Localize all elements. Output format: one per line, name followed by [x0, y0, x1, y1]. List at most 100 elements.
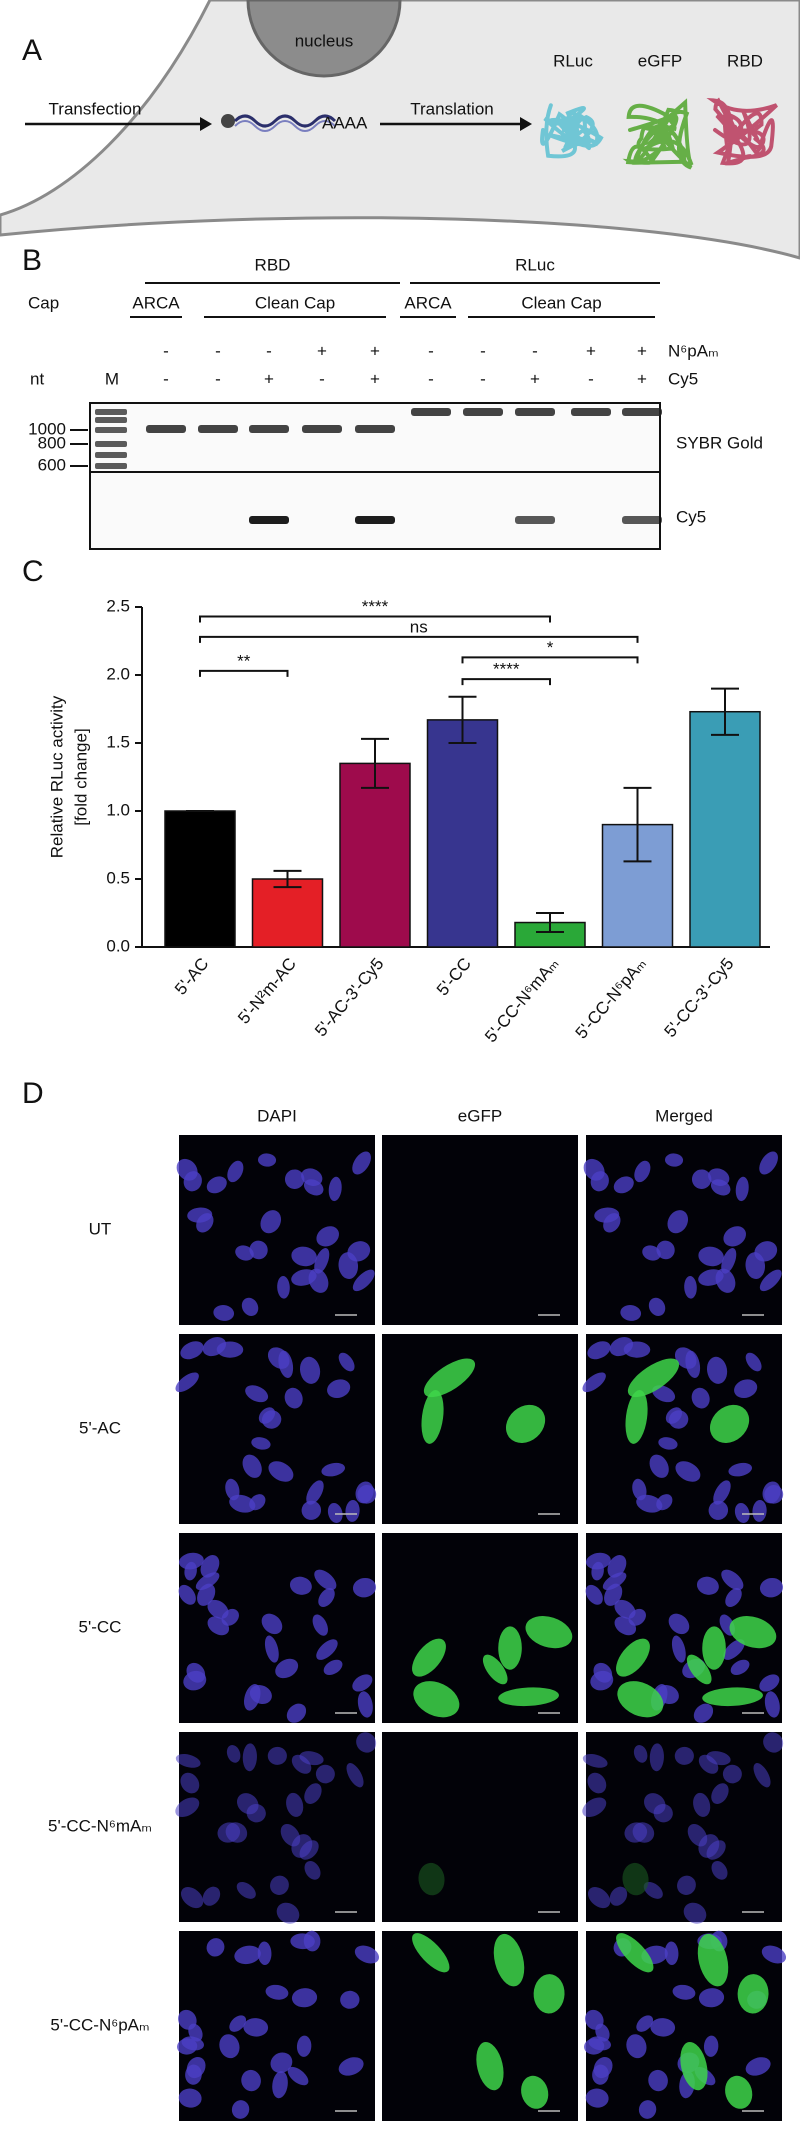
- gel-band: [95, 452, 127, 458]
- gfp-signal: [702, 1687, 763, 1707]
- nucleus-stain: [241, 1297, 259, 1316]
- nucleus-stain: [352, 1577, 377, 1598]
- nucleus-stain: [620, 1305, 642, 1321]
- x-tick-label: 5'-N²m-AC: [234, 954, 300, 1027]
- nucleus-stain: [633, 1744, 648, 1763]
- nucleus-stain: [723, 1226, 747, 1247]
- gel-band: [411, 408, 451, 416]
- nucleus-stain: [352, 1269, 375, 1292]
- gfp-signal: [617, 1681, 664, 1718]
- lane-sign: -: [480, 341, 486, 360]
- nucleus-stain: [649, 1454, 669, 1478]
- cap-symbol: [221, 114, 235, 128]
- nucleus-stain: [674, 1746, 694, 1765]
- nucleus-stain: [585, 1584, 603, 1605]
- lane-sign: -: [215, 369, 221, 388]
- lane-sign: -: [163, 341, 169, 360]
- nucleus-stain: [745, 1352, 762, 1372]
- nucleus-stain: [643, 1881, 663, 1899]
- stain-label: SYBR Gold: [676, 433, 763, 452]
- polya-label: AAAA: [322, 113, 368, 132]
- cell: [0, 0, 800, 260]
- gfp-signal: [498, 1626, 522, 1670]
- nucleus-stain: [587, 1772, 607, 1794]
- nucleus-stain: [759, 1151, 778, 1175]
- nucleus-stain: [668, 1410, 689, 1429]
- mrna: [234, 120, 336, 132]
- nucleus-stain: [721, 1569, 744, 1591]
- condition-label: 5'-CC-N⁶pAₘ: [50, 2015, 149, 2034]
- ladder-label: 1000: [28, 419, 66, 438]
- y-axis-label: [fold change]: [71, 728, 90, 825]
- nucleus-stain: [261, 1410, 282, 1429]
- significance-bracket: [461, 656, 639, 664]
- nucleus-stain: [340, 1990, 360, 2009]
- nucleus-stain: [763, 1732, 784, 1753]
- nucleus-stain: [327, 1502, 343, 1523]
- nucleus-stain: [590, 1171, 609, 1192]
- y-tick-label: 1.0: [106, 800, 130, 819]
- nucleus-stain: [613, 1176, 634, 1194]
- gfp-signal: [423, 1358, 476, 1398]
- nucleus-stain: [243, 2018, 269, 2037]
- bar: [251, 878, 324, 948]
- nucleus-stain: [338, 1352, 355, 1372]
- y-tick-label: 0.5: [106, 868, 130, 887]
- bar: [689, 710, 761, 948]
- gel-band: [302, 425, 342, 433]
- panel-letter: A: [22, 34, 42, 67]
- nucleus-stain: [260, 1210, 282, 1234]
- nucleus-stain: [312, 1614, 328, 1636]
- nucleus-stain: [725, 1588, 742, 1607]
- significance-label: ns: [410, 617, 428, 636]
- gfp-signal: [505, 1404, 546, 1443]
- nucleus-stain: [229, 1494, 256, 1513]
- micrograph: [382, 1135, 578, 1325]
- gfp-signal: [413, 1681, 460, 1718]
- lane-sign: -: [480, 369, 486, 388]
- nucleus-stain: [585, 2088, 609, 2108]
- nucleus-stain: [314, 1569, 337, 1591]
- nucleus-stain: [664, 1153, 684, 1167]
- gfp-signal: [616, 1638, 650, 1677]
- gfp-signal: [418, 1862, 445, 1896]
- nucleus-stain: [284, 1169, 305, 1189]
- nucleus-stain: [318, 1588, 335, 1607]
- micrograph: [179, 1135, 375, 1325]
- nucleus-stain: [708, 1500, 729, 1520]
- error-bar: [536, 912, 564, 934]
- nucleus-stain: [213, 1305, 235, 1321]
- nucleus-stain: [316, 1226, 340, 1247]
- nucleus-stain: [685, 1350, 701, 1379]
- nucleus-stain: [722, 1764, 742, 1784]
- nucleus-stain: [728, 1462, 753, 1477]
- stain-label: Cy5: [676, 507, 706, 526]
- nucleus-stain: [183, 1171, 202, 1192]
- gel-band: [95, 441, 127, 447]
- channel-label: Merged: [655, 1106, 713, 1125]
- nucleus-stain: [291, 1834, 313, 1858]
- lane-sign: -: [319, 369, 325, 388]
- nucleus-stain: [753, 1763, 771, 1788]
- nucleus-stain: [658, 1437, 678, 1450]
- nucleus-stain: [664, 1941, 679, 1966]
- condition-label: UT: [89, 1219, 112, 1238]
- nucleus-stain: [675, 1461, 701, 1482]
- nucleus-stain: [721, 1248, 737, 1274]
- nucleus-stain: [284, 1387, 303, 1409]
- nucleus-stain: [236, 1881, 256, 1899]
- significance-label: ****: [493, 660, 520, 679]
- protein-structure: [540, 103, 604, 159]
- significance-label: ****: [362, 597, 389, 616]
- gfp-signal: [680, 2042, 708, 2091]
- nucleus-stain: [276, 1902, 300, 1924]
- nucleus-stain: [202, 1337, 227, 1357]
- nucleus-stain: [584, 2038, 605, 2055]
- nucleus-stain: [656, 1240, 675, 1260]
- gfp-signal: [421, 1390, 444, 1444]
- nucleus-stain: [270, 1875, 289, 1895]
- protein-label: eGFP: [638, 51, 682, 70]
- nucleus-stain: [347, 1241, 371, 1262]
- nucleus-stain: [696, 1576, 719, 1595]
